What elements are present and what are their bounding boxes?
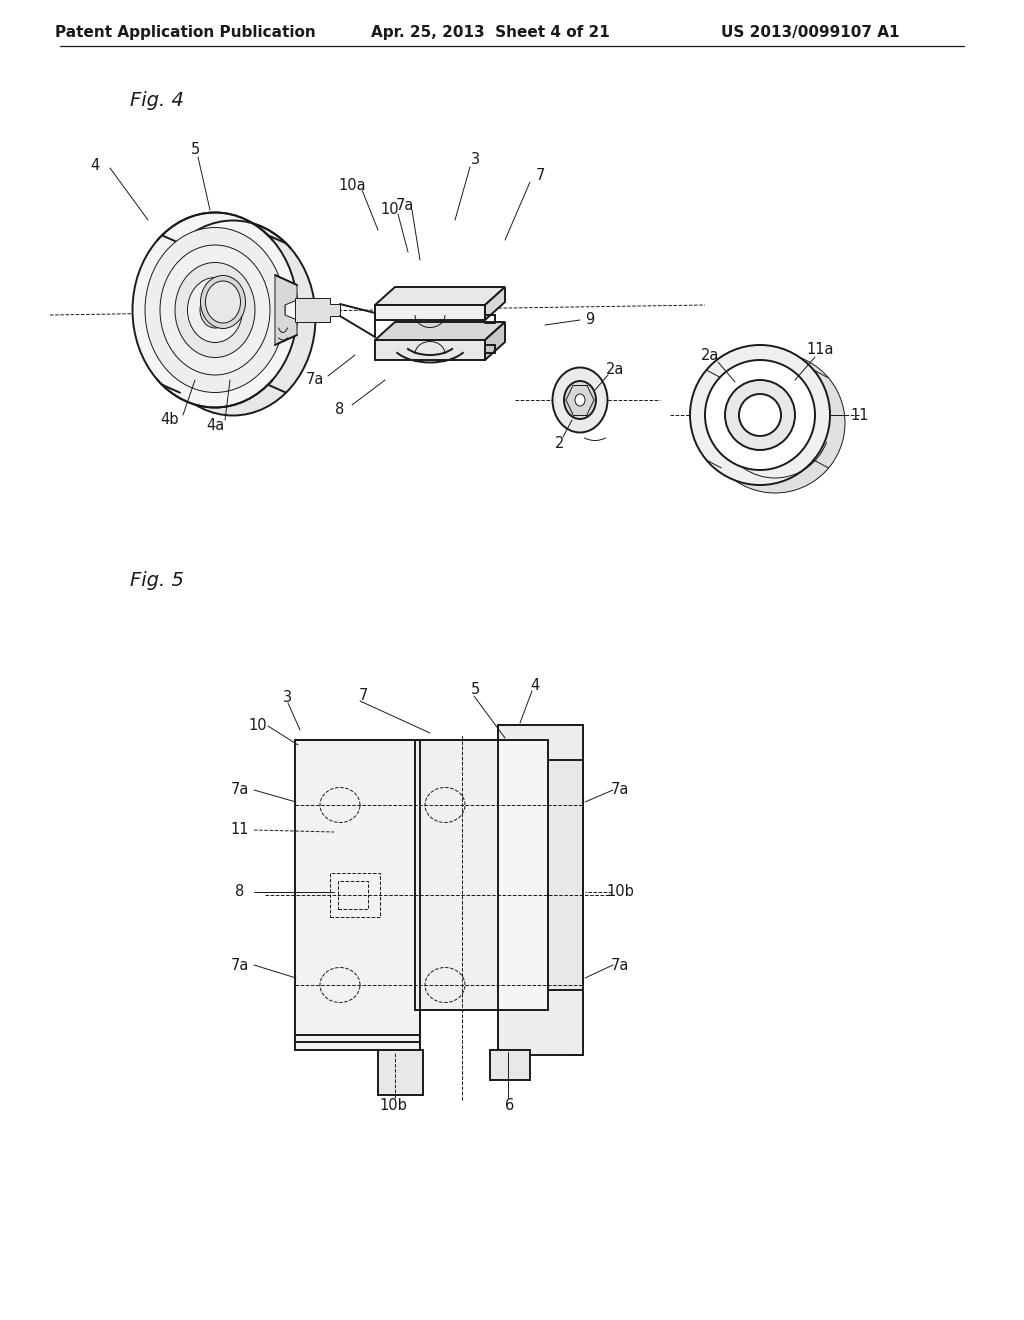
Text: 3: 3	[283, 689, 292, 705]
Text: 2a: 2a	[606, 363, 625, 378]
Text: 7a: 7a	[306, 372, 325, 388]
Text: 8: 8	[236, 884, 245, 899]
Bar	[378, 1049, 423, 1096]
Text: 10: 10	[249, 718, 267, 734]
Text: 4a: 4a	[206, 417, 224, 433]
Ellipse shape	[575, 393, 585, 407]
Polygon shape	[295, 298, 340, 322]
Polygon shape	[375, 322, 505, 341]
Text: Fig. 4: Fig. 4	[130, 91, 184, 110]
Text: 7a: 7a	[230, 783, 249, 797]
Text: 6: 6	[506, 1097, 515, 1113]
Text: 5: 5	[190, 143, 200, 157]
Text: 4b: 4b	[161, 412, 179, 428]
Text: Fig. 5: Fig. 5	[130, 570, 184, 590]
Text: 7a: 7a	[230, 957, 249, 973]
Text: 9: 9	[586, 313, 595, 327]
Ellipse shape	[553, 367, 607, 433]
Text: 7a: 7a	[396, 198, 414, 213]
Bar	[498, 725, 583, 1055]
Ellipse shape	[151, 220, 315, 416]
Text: 3: 3	[470, 153, 479, 168]
Polygon shape	[275, 275, 297, 345]
Text: US 2013/0099107 A1: US 2013/0099107 A1	[721, 25, 899, 41]
Text: 10b: 10b	[379, 1097, 407, 1113]
Ellipse shape	[201, 276, 246, 329]
Ellipse shape	[739, 393, 781, 436]
Ellipse shape	[187, 277, 243, 342]
Bar	[548, 760, 583, 990]
Polygon shape	[375, 286, 505, 305]
Text: 8: 8	[336, 403, 345, 417]
Polygon shape	[485, 286, 505, 319]
Polygon shape	[375, 341, 485, 360]
Text: 2: 2	[555, 436, 564, 450]
Text: Apr. 25, 2013  Sheet 4 of 21: Apr. 25, 2013 Sheet 4 of 21	[371, 25, 609, 41]
Ellipse shape	[175, 263, 255, 358]
Text: 10a: 10a	[338, 177, 366, 193]
Text: 4: 4	[530, 677, 540, 693]
Bar	[415, 741, 500, 1010]
Text: 7: 7	[358, 688, 368, 702]
Bar	[295, 741, 420, 1049]
Polygon shape	[375, 305, 485, 319]
Text: 11: 11	[850, 408, 868, 422]
Bar	[330, 873, 380, 917]
Ellipse shape	[690, 345, 830, 484]
Bar	[338, 880, 368, 909]
Text: 7a: 7a	[610, 957, 629, 973]
Ellipse shape	[564, 381, 596, 418]
Text: 10b: 10b	[606, 884, 634, 899]
Ellipse shape	[725, 380, 795, 450]
Bar	[498, 741, 548, 1010]
Text: 2a: 2a	[700, 347, 719, 363]
Ellipse shape	[206, 281, 241, 323]
Ellipse shape	[705, 360, 815, 470]
Text: Patent Application Publication: Patent Application Publication	[54, 25, 315, 41]
Ellipse shape	[705, 352, 845, 492]
Text: 10: 10	[381, 202, 399, 218]
Ellipse shape	[132, 213, 298, 408]
Bar	[490, 1049, 530, 1080]
Text: 7: 7	[536, 168, 545, 182]
Ellipse shape	[200, 292, 230, 327]
Text: 5: 5	[470, 682, 479, 697]
Polygon shape	[485, 322, 505, 360]
Text: 11a: 11a	[806, 342, 834, 358]
Text: 4: 4	[90, 157, 99, 173]
Text: 11: 11	[230, 822, 249, 837]
Ellipse shape	[145, 227, 285, 392]
Ellipse shape	[160, 246, 270, 375]
Text: 7a: 7a	[610, 783, 629, 797]
